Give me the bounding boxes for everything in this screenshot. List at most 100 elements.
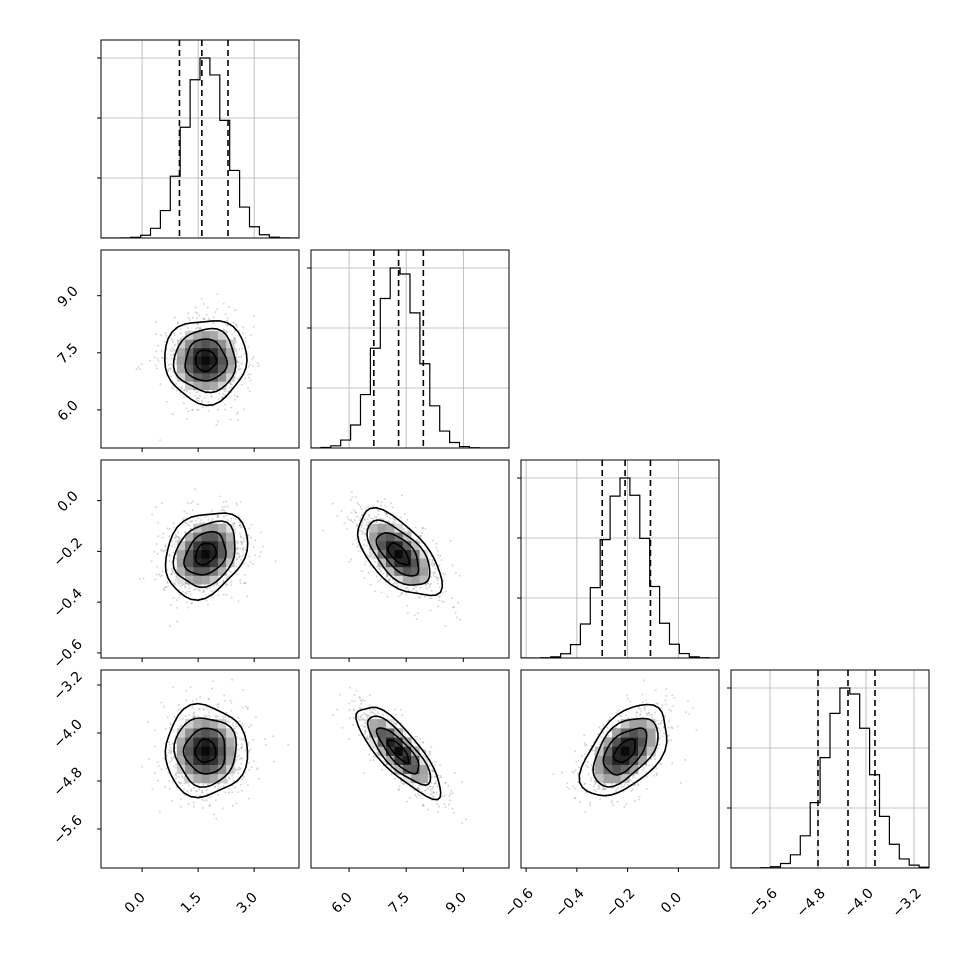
scatter-point xyxy=(195,519,197,522)
scatter-point xyxy=(208,804,211,807)
scatter-point xyxy=(671,694,674,697)
density-cell xyxy=(176,372,186,382)
scatter-point xyxy=(178,537,181,540)
scatter-point xyxy=(184,324,187,327)
scatter-point xyxy=(178,781,181,784)
density-cell xyxy=(209,755,219,765)
scatter-point xyxy=(231,791,234,794)
scatter-point xyxy=(380,570,383,573)
scatter-point xyxy=(385,513,388,516)
scatter-point xyxy=(198,397,200,400)
scatter-point xyxy=(162,550,165,553)
scatter-point xyxy=(375,752,378,755)
scatter-point xyxy=(450,789,453,792)
scatter-point xyxy=(179,328,182,330)
density-cell xyxy=(419,549,429,559)
scatter-point xyxy=(422,804,425,807)
contour-3 xyxy=(164,512,249,601)
scatter-point xyxy=(414,586,417,588)
scatter-point xyxy=(189,527,192,530)
scatter-point xyxy=(188,590,191,593)
scatter-point xyxy=(243,540,246,543)
scatter-point xyxy=(431,559,434,562)
density-cell xyxy=(201,372,211,382)
scatter-point xyxy=(204,716,207,719)
scatter-point xyxy=(235,759,238,762)
scatter-point xyxy=(188,584,191,587)
panel-frame xyxy=(310,669,510,869)
scatter-point xyxy=(347,738,350,741)
scatter-point xyxy=(230,386,233,389)
scatter-point xyxy=(449,792,452,795)
scatter-point xyxy=(431,787,433,790)
scatter-point xyxy=(571,770,574,773)
scatter-point xyxy=(219,786,222,789)
scatter-point xyxy=(177,531,180,534)
scatter-point xyxy=(164,727,167,730)
scatter-point xyxy=(224,514,227,517)
scatter-point xyxy=(184,586,187,589)
scatter-point xyxy=(432,563,435,565)
scatter-point xyxy=(379,521,382,524)
scatter-point xyxy=(249,373,252,376)
scatter-point xyxy=(365,528,368,531)
scatter-point xyxy=(222,715,224,718)
y-tick-label: −3.2 xyxy=(50,668,85,703)
density-cell xyxy=(217,356,227,365)
scatter-point xyxy=(149,359,151,362)
scatter-point xyxy=(216,515,219,518)
scatter-point xyxy=(396,585,399,587)
scatter-point xyxy=(390,773,393,776)
scatter-point xyxy=(429,789,432,792)
density-cell xyxy=(201,523,211,533)
scatter-point xyxy=(238,365,241,368)
scatter-point xyxy=(382,518,385,521)
density-cell xyxy=(217,331,227,340)
density-cell xyxy=(394,728,404,738)
scatter-point xyxy=(236,395,239,398)
scatter-point xyxy=(160,701,163,704)
panel-frame xyxy=(100,249,300,449)
scatter-point xyxy=(159,383,162,386)
scatter-point xyxy=(239,524,242,527)
scatter-point xyxy=(431,558,434,561)
contour-1 xyxy=(375,532,420,577)
scatter-point xyxy=(217,397,219,400)
scatter-point xyxy=(427,808,430,811)
scatter-point xyxy=(178,708,180,711)
density-cell xyxy=(209,719,219,729)
scatter-point xyxy=(254,716,257,719)
scatter-point xyxy=(187,410,190,413)
contour-3 xyxy=(164,702,249,799)
y-tick-label: −0.2 xyxy=(50,535,85,570)
x-tick-label: 0.0 xyxy=(122,890,149,917)
scatter-point xyxy=(181,591,184,593)
scatter-point xyxy=(159,439,162,442)
scatter-point xyxy=(202,589,205,592)
scatter-point xyxy=(200,297,203,300)
scatter-point xyxy=(190,788,193,791)
density-cell xyxy=(176,364,186,374)
scatter-point xyxy=(645,771,647,774)
scatter-point xyxy=(240,356,243,358)
scatter-point xyxy=(197,408,200,411)
scatter-point xyxy=(156,552,159,555)
density-cell xyxy=(386,755,395,765)
scatter-point xyxy=(239,521,242,524)
scatter-point xyxy=(431,768,434,771)
scatter-point xyxy=(206,603,209,606)
density-cell xyxy=(209,347,219,357)
scatter-point xyxy=(235,755,238,758)
scatter-point xyxy=(164,785,167,788)
scatter-point xyxy=(364,518,366,521)
density-cell xyxy=(377,719,387,729)
scatter-point xyxy=(232,804,234,807)
scatter-point xyxy=(242,725,245,728)
density-cell xyxy=(209,364,219,374)
scatter-point xyxy=(170,375,173,378)
density-cell xyxy=(217,523,227,533)
scatter-point xyxy=(374,560,377,563)
scatter-point xyxy=(258,555,261,558)
scatter-point xyxy=(244,377,247,380)
scatter-point xyxy=(155,573,158,576)
